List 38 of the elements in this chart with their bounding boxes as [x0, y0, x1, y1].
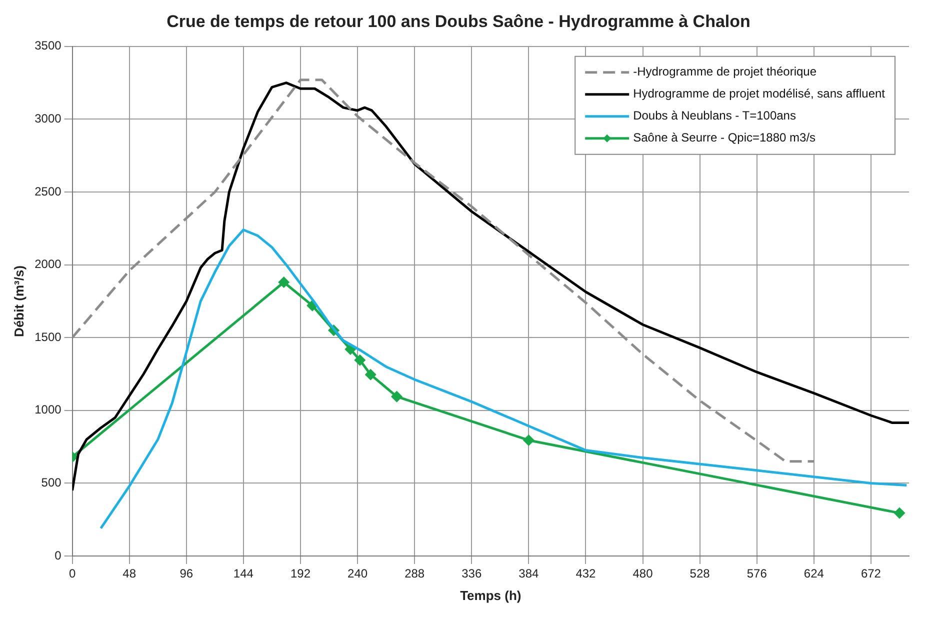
x-tick-label: 528: [690, 566, 710, 581]
x-tick-label: 672: [860, 566, 882, 581]
y-tick-label: 3000: [34, 112, 62, 126]
y-tick-label: 3500: [34, 38, 62, 53]
legend-label: Saône à Seurre - Qpic=1880 m3/s: [633, 130, 816, 145]
y-tick-label: 1000: [34, 402, 62, 417]
x-tick-label: 48: [122, 566, 136, 581]
point: [894, 508, 905, 518]
y-axis-title: Débit (m³/s): [11, 265, 26, 337]
x-tick-label: 0: [68, 566, 76, 581]
x-tick-label: 240: [348, 566, 368, 581]
x-axis-title: Temps (h): [460, 588, 522, 603]
point: [354, 354, 366, 366]
x-tick-label: 144: [233, 566, 254, 581]
y-tick-label: 2500: [34, 184, 62, 198]
legend-label: -Hydrogramme de projet théorique: [633, 64, 817, 79]
x-tick-label: 288: [404, 566, 425, 581]
point: [523, 435, 534, 446]
line-series: [72, 78, 816, 463]
x-tick-label: 624: [804, 566, 824, 581]
x-tick-label: 96: [180, 566, 194, 581]
y-tick-label: 2000: [34, 257, 62, 272]
x-tick-label: 336: [462, 566, 482, 581]
point: [345, 344, 356, 354]
y-tick-label: 1500: [34, 330, 62, 344]
y-tick-label: 500: [41, 476, 62, 490]
chart-title: Crue de temps de retour 100 ans Doubs Saône - Hydrogramme à Chalon: [166, 12, 750, 31]
legend-label: Doubs à Neublans - T=100ans: [633, 108, 796, 123]
x-tick-label: 384: [518, 566, 540, 581]
x-tick-label: 576: [746, 566, 768, 581]
x-tick-label: 192: [290, 566, 311, 581]
point: [278, 277, 290, 288]
y-tick-label: 0: [54, 548, 62, 562]
legend-label: Hydrogramme de projet modélisé, sans affluent: [633, 86, 886, 101]
x-tick-label: 432: [576, 566, 596, 581]
x-tick-label: 480: [632, 566, 654, 581]
point: [392, 391, 402, 402]
point: [365, 369, 376, 380]
